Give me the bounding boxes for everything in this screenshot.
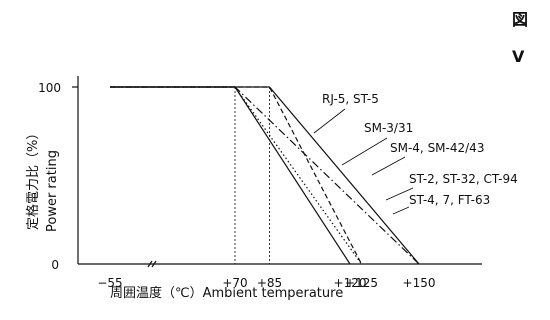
series-leader-2: [341, 137, 388, 166]
x-axis-break: [147, 260, 157, 268]
series-line-4: [110, 86, 420, 265]
series-label-2: SM-3/31: [364, 121, 413, 135]
y-tick-label-1: 0: [51, 258, 59, 272]
x-tick-label-4: +120: [334, 276, 367, 290]
x-tick-label-2: +70: [222, 276, 247, 290]
x-tick-label-6: +150: [403, 276, 436, 290]
y-tick-label-2: 100: [38, 81, 61, 95]
x-tick-label-5: +125: [345, 276, 378, 290]
y-axis-title-jp-group: 定格電力比（%）: [25, 127, 41, 230]
corner-text-1: 図: [512, 10, 528, 29]
series-label-5: ST-4, 7, FT-63: [409, 193, 490, 207]
y-axis-title-en: Power rating: [45, 150, 60, 232]
x-tick-label-3: +85: [257, 276, 282, 290]
series-leader-4: [385, 187, 414, 201]
series-line-2: [110, 86, 362, 265]
y-axis-title-en-group: Power rating: [45, 150, 60, 232]
series-line-5: [110, 86, 351, 265]
series-line-1: [110, 86, 363, 265]
series-label-3: SM-4, SM-42/43: [390, 141, 484, 155]
series-label-1: RJ-5, ST-5: [322, 92, 379, 106]
series-line-3: [110, 86, 420, 265]
series-label-4: ST-2, ST-32, CT-94: [409, 172, 518, 186]
series-leader-3: [371, 156, 406, 176]
series-leader-5: [392, 206, 410, 215]
x-axis-title: 周囲温度（℃）Ambient temperature: [110, 285, 343, 301]
series-leader-1: [313, 108, 346, 134]
y-axis-title-jp: 定格電力比（%）: [25, 127, 41, 230]
corner-text-2: V: [512, 47, 525, 66]
x-tick-label-1: −55: [97, 276, 122, 290]
